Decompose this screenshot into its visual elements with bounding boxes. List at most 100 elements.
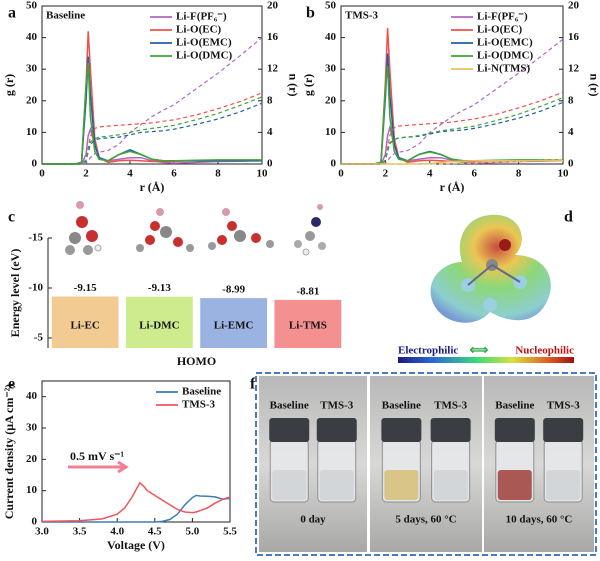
legend-label: TMS-3 xyxy=(182,399,216,411)
photo-caption: 5 days, 60 °C xyxy=(395,514,456,526)
vial-label: TMS-3 xyxy=(434,400,468,412)
x-tick-label: 10 xyxy=(558,168,570,180)
series-line xyxy=(42,62,262,165)
color-bar-label: Electrophilic xyxy=(398,345,458,357)
x-axis-label: r (Å) xyxy=(440,180,465,194)
color-bar-label: Nucleophilic xyxy=(515,345,574,357)
y-tick-label: 30 xyxy=(325,63,337,75)
plot-frame xyxy=(340,5,564,165)
series-line xyxy=(41,481,231,523)
coordination-line xyxy=(341,38,564,165)
y-tick-label: 20 xyxy=(325,94,337,106)
data-label: -9.15 xyxy=(74,282,97,294)
legend-label: Li-O(EMC) xyxy=(477,37,533,49)
y2-tick-label: 20 xyxy=(267,0,279,12)
vial-cap xyxy=(269,418,310,442)
x-tick-label: 6 xyxy=(171,168,177,180)
legend-label: Li-O(DMC) xyxy=(176,50,233,62)
y2-tick-label: 4 xyxy=(267,126,273,138)
bar xyxy=(125,296,193,348)
y-tick-label: 0 xyxy=(32,516,38,528)
molecules xyxy=(65,201,326,256)
coordination-line xyxy=(42,96,263,165)
y2-tick-label: 12 xyxy=(568,63,580,75)
bar xyxy=(51,296,119,348)
bar xyxy=(200,298,268,348)
y-tick-label: -5 xyxy=(34,332,44,344)
x-tick-label: 0 xyxy=(39,168,45,180)
panel-letter: e xyxy=(8,376,15,393)
y2-tick-label: 0 xyxy=(267,158,273,170)
category-label: Li-TMS xyxy=(289,320,327,332)
y-axis-label: g (r) xyxy=(2,74,16,96)
vial-liquid xyxy=(546,470,581,500)
x-tick-label: 2 xyxy=(83,168,89,180)
panel-letter: a xyxy=(8,5,16,22)
legend-label: Li-N(TMS) xyxy=(477,63,531,75)
legend-label: Li-F(PF₆⁻) xyxy=(176,11,227,23)
y-tick-label: 30 xyxy=(26,422,38,434)
plot-frame xyxy=(41,5,263,165)
coordination-line xyxy=(42,37,263,165)
category-label: Li-EMC xyxy=(214,320,254,332)
x-tick-label: 3.0 xyxy=(35,526,49,538)
x-tick-label: 4.0 xyxy=(110,526,124,538)
vial-photos: f Baseline TMS-3 0 day Baseline TMS-3 5 days,… xyxy=(250,372,597,556)
y-tick-label: 50 xyxy=(325,0,337,12)
coordination-line xyxy=(341,97,564,165)
vial-label: TMS-3 xyxy=(547,400,581,412)
series-line xyxy=(42,56,262,165)
y-tick-label: 50 xyxy=(26,0,38,12)
y-tick-label: -10 xyxy=(28,282,43,294)
plot-label: Baseline xyxy=(46,10,85,22)
y-tick-label: 10 xyxy=(26,126,38,138)
y2-tick-label: 16 xyxy=(568,31,580,43)
x-tick-label: 4 xyxy=(427,168,433,180)
y-tick-label: 30 xyxy=(26,63,38,75)
esp-map: d Electrophilic ⟺ Nucleophilic xyxy=(398,209,574,363)
x-tick-label: 3.5 xyxy=(73,526,87,538)
vial-liquid xyxy=(433,470,468,500)
vial-liquid xyxy=(384,470,419,500)
scan-arrow xyxy=(68,460,129,474)
y-axis-label: Current density (μA cm⁻²) xyxy=(2,384,16,520)
y-axis-label: g (r) xyxy=(301,74,315,96)
y2-tick-label: 12 xyxy=(267,63,279,75)
panel-letter: f xyxy=(250,376,256,393)
legend-label: Li-O(DMC) xyxy=(477,50,534,62)
vial-cap xyxy=(316,418,357,442)
y-tick-label: 20 xyxy=(26,94,38,106)
panel-letter: b xyxy=(306,5,315,22)
category-label: Li-DMC xyxy=(139,320,179,332)
x-tick-label: 0 xyxy=(338,168,344,180)
coordination-line xyxy=(341,158,564,165)
vial-label: Baseline xyxy=(270,400,309,412)
y2-tick-label: 8 xyxy=(267,94,273,106)
y-tick-label: 10 xyxy=(325,126,337,138)
x-tick-label: 8 xyxy=(516,168,522,180)
x-tick-label: 4.5 xyxy=(148,526,162,538)
vial-liquid xyxy=(272,470,307,500)
series-line xyxy=(42,126,263,165)
data-label: -8.81 xyxy=(296,285,319,297)
x-axis-label: r (Å) xyxy=(140,180,165,194)
y-tick-label: 10 xyxy=(26,484,38,496)
coordination-line xyxy=(341,91,564,165)
legend-label: Baseline xyxy=(182,386,221,398)
y-axis-label: Energy level (eV) xyxy=(8,249,22,338)
y-tick-label: 20 xyxy=(26,453,38,465)
vial-label: Baseline xyxy=(495,400,534,412)
vial-cap xyxy=(494,418,535,442)
y-tick-label: -15 xyxy=(28,232,43,244)
series-line xyxy=(42,494,231,523)
annotation: 0.5 mV s⁻¹ xyxy=(70,449,124,463)
data-label: -9.13 xyxy=(148,282,171,294)
vial-cap xyxy=(381,418,422,442)
y2-tick-label: 20 xyxy=(568,0,580,12)
color-bar-arrow: ⟺ xyxy=(470,342,489,357)
y-tick-label: 40 xyxy=(325,31,337,43)
coordination-line xyxy=(341,101,564,165)
vial-cap xyxy=(543,418,584,442)
y2-axis-label: n (r) xyxy=(587,74,600,97)
